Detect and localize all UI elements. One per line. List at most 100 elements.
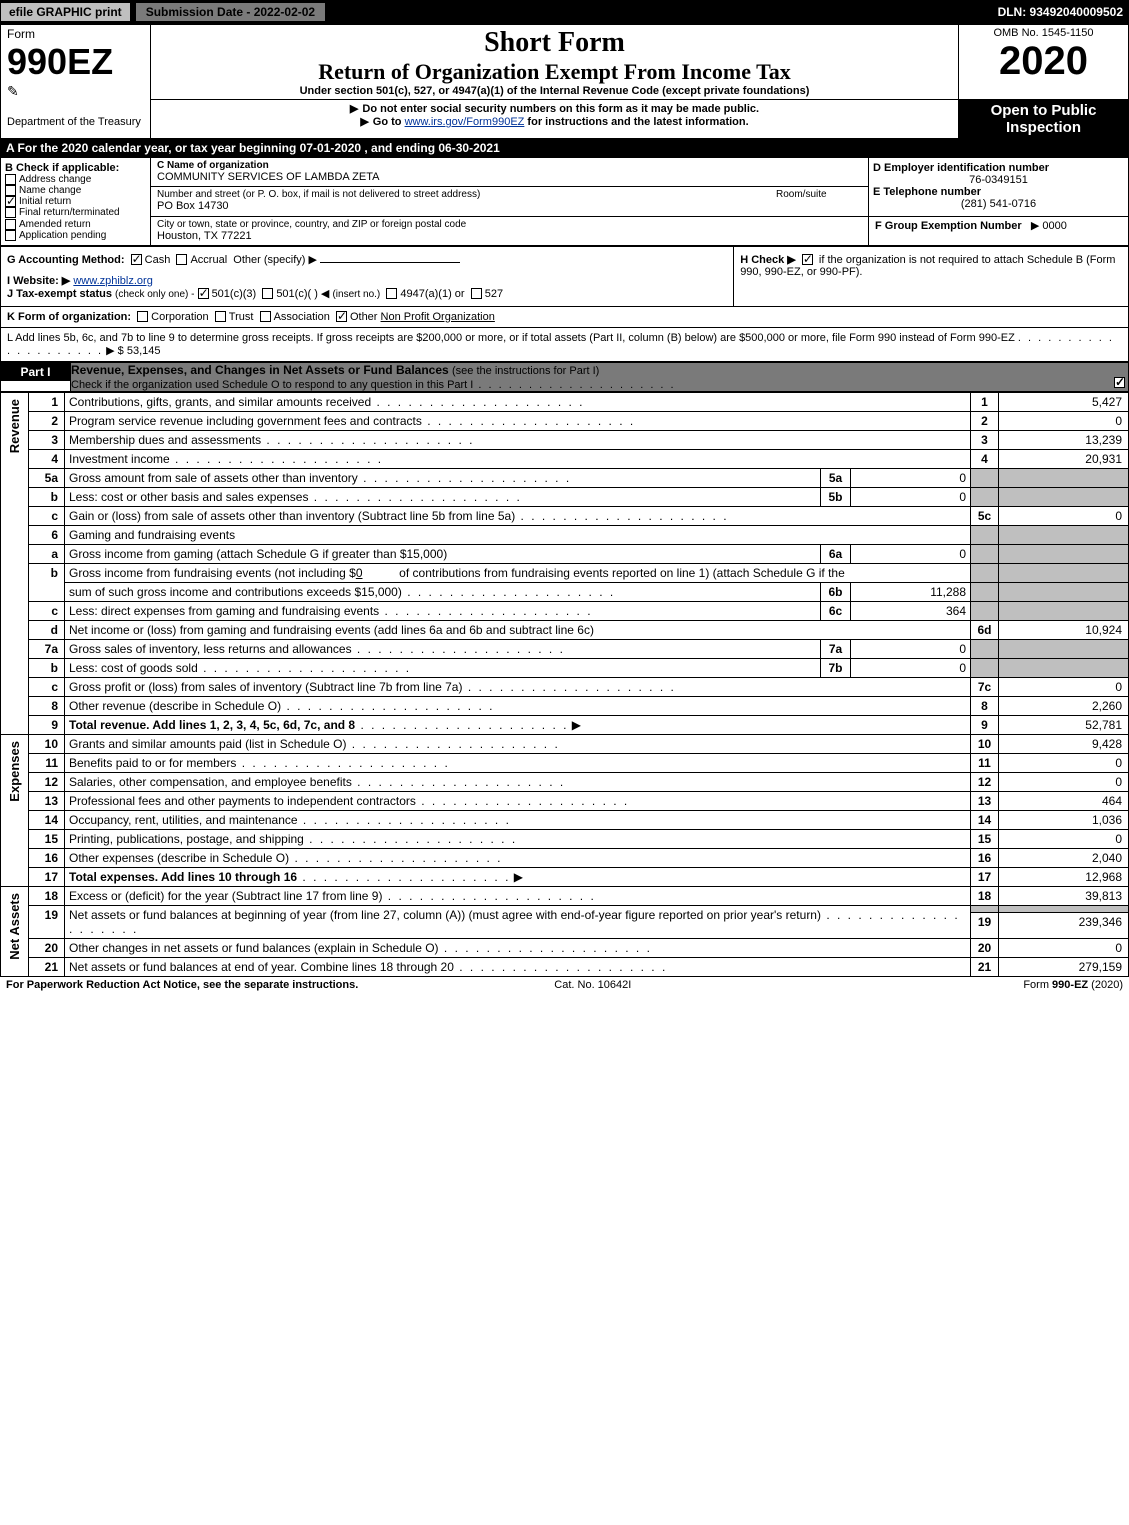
form-header-table: Form 990EZ ✎ Department of the Treasury … (0, 24, 1129, 139)
ln8-val: 2,260 (999, 696, 1129, 715)
ln1-num: 1 (29, 392, 65, 411)
ln5a-shade (971, 468, 999, 487)
b-amended-return[interactable]: Amended return (5, 219, 146, 230)
ln12-num: 12 (29, 772, 65, 791)
part1-header: Part I Revenue, Expenses, and Changes in… (0, 362, 1129, 392)
form-number: 990EZ (7, 41, 144, 83)
efile-icon: ✎ (7, 83, 144, 100)
goto-suffix: for instructions and the latest informat… (524, 116, 748, 128)
dept-treasury: Department of the Treasury (7, 116, 144, 128)
g-cash-check[interactable] (131, 254, 142, 265)
ln6c-sv: 364 (851, 601, 971, 620)
tax-year: 2020 (965, 39, 1122, 84)
ln7a-num: 7a (29, 639, 65, 658)
b-application-pending[interactable]: Application pending (5, 230, 146, 241)
ln18-num: 18 (29, 886, 65, 905)
ln7b-sub: 7b (821, 658, 851, 677)
b-initial-return[interactable]: Initial return (5, 196, 146, 207)
j-501c-check[interactable] (262, 288, 273, 299)
ln6b-shade2 (999, 563, 1129, 582)
efile-print-button[interactable]: efile GRAPHIC print (0, 2, 131, 22)
ln5b-sub: 5b (821, 487, 851, 506)
part1-schedule-o-check[interactable] (1114, 377, 1125, 388)
ln21-text: Net assets or fund balances at end of ye… (65, 957, 971, 976)
ln5b-sv: 0 (851, 487, 971, 506)
ln5b-shade (971, 487, 999, 506)
footer: For Paperwork Reduction Act Notice, see … (0, 977, 1129, 993)
j-527-check[interactable] (471, 288, 482, 299)
ln6b-text2: sum of such gross income and contributio… (65, 582, 821, 601)
ln6c-shade2 (999, 601, 1129, 620)
d-ein-value: 76-0349151 (873, 174, 1124, 186)
address-sub: Number and street (or P. O. box, if mail… (157, 189, 862, 212)
ln12-box: 12 (971, 772, 999, 791)
ln19-box: 19 (971, 912, 999, 938)
k-corp-check[interactable] (137, 311, 148, 322)
ln6b-shade3 (971, 582, 999, 601)
ln2-num: 2 (29, 411, 65, 430)
part1-label: Part I (1, 363, 70, 381)
ln21-val: 279,159 (999, 957, 1129, 976)
b-name-change[interactable]: Name change (5, 185, 146, 196)
ln7b-sv: 0 (851, 658, 971, 677)
ln1-text: Contributions, gifts, grants, and simila… (65, 392, 971, 411)
ln9-num: 9 (29, 715, 65, 734)
ln3-num: 3 (29, 430, 65, 449)
ln17-val: 12,968 (999, 867, 1129, 886)
k-trust-check[interactable] (215, 311, 226, 322)
ghi-table: G Accounting Method: Cash Accrual Other … (0, 246, 1129, 307)
submission-date: Submission Date - 2022-02-02 (135, 2, 326, 22)
j-4947-check[interactable] (386, 288, 397, 299)
ln7a-sub: 7a (821, 639, 851, 658)
ln16-num: 16 (29, 848, 65, 867)
ln6a-sv: 0 (851, 544, 971, 563)
ln6d-val: 10,924 (999, 620, 1129, 639)
b-final-return[interactable]: Final return/terminated (5, 207, 146, 218)
ln7a-sv: 0 (851, 639, 971, 658)
addr-label: Number and street (or P. O. box, if mail… (157, 189, 772, 200)
goto-prefix: Go to (373, 116, 405, 128)
footer-mid: Cat. No. 10642I (554, 979, 631, 991)
ln10-val: 9,428 (999, 734, 1129, 753)
k-assoc-check[interactable] (260, 311, 271, 322)
ln3-text: Membership dues and assessments (65, 430, 971, 449)
j-501c3-check[interactable] (198, 288, 209, 299)
ln4-val: 20,931 (999, 449, 1129, 468)
ln5a-shade2 (999, 468, 1129, 487)
city-value: Houston, TX 77221 (157, 230, 862, 242)
website-link[interactable]: www.zphiblz.org (73, 275, 152, 287)
ln6c-text: Less: direct expenses from gaming and fu… (65, 601, 821, 620)
ln5c-box: 5c (971, 506, 999, 525)
h-checkbox[interactable] (802, 254, 813, 265)
ln9-box: 9 (971, 715, 999, 734)
ln5b-shade2 (999, 487, 1129, 506)
city-label: City or town, state or province, country… (157, 219, 862, 230)
ln5a-text: Gross amount from sale of assets other t… (65, 468, 821, 487)
ln2-text: Program service revenue including govern… (65, 411, 971, 430)
goto-instructions: Go to www.irs.gov/Form990EZ for instruct… (157, 115, 952, 128)
ln19-shade2 (999, 905, 1129, 912)
ln7c-box: 7c (971, 677, 999, 696)
part1-check-text: Check if the organization used Schedule … (71, 379, 676, 391)
l-gross-receipts: L Add lines 5b, 6c, and 7b to line 9 to … (0, 328, 1129, 362)
ln11-text: Benefits paid to or for members (65, 753, 971, 772)
under-section: Under section 501(c), 527, or 4947(a)(1)… (157, 85, 952, 97)
k-other-check[interactable] (336, 311, 347, 322)
b-address-change[interactable]: Address change (5, 174, 146, 185)
ln14-num: 14 (29, 810, 65, 829)
ln3-box: 3 (971, 430, 999, 449)
j-tax-exempt: J Tax-exempt status (check only one) - 5… (7, 287, 727, 300)
ln21-box: 21 (971, 957, 999, 976)
ln6b-sub: 6b (821, 582, 851, 601)
ln11-box: 11 (971, 753, 999, 772)
irs-link[interactable]: www.irs.gov/Form990EZ (405, 116, 525, 128)
g-accrual-check[interactable] (176, 254, 187, 265)
ln16-val: 2,040 (999, 848, 1129, 867)
ln19-text: Net assets or fund balances at beginning… (65, 905, 971, 938)
no-ssn-warning: Do not enter social security numbers on … (157, 102, 952, 115)
ln14-val: 1,036 (999, 810, 1129, 829)
ln11-val: 0 (999, 753, 1129, 772)
e-phone-value: (281) 541-0716 (873, 198, 1124, 210)
form-word: Form (7, 27, 144, 41)
e-phone-label: E Telephone number (873, 186, 1124, 198)
